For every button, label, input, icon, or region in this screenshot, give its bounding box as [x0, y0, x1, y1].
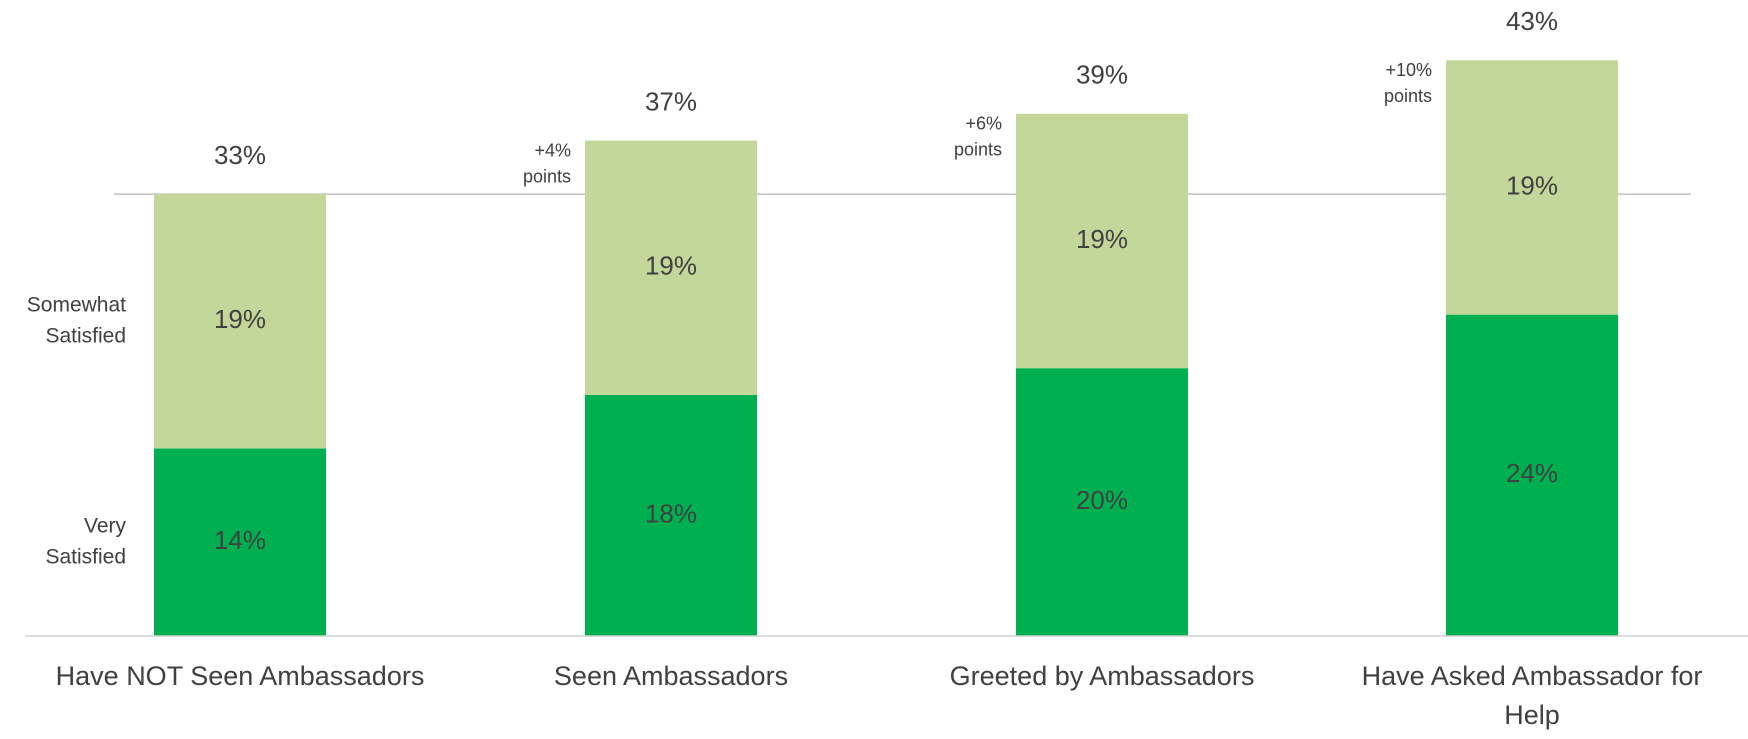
value-label: 19% [1506, 170, 1558, 200]
value-label: 19% [214, 304, 266, 334]
annotation: points [1384, 86, 1432, 106]
value-label: 18% [645, 498, 697, 528]
total-label: 43% [1506, 6, 1558, 36]
x-tick-label: Have Asked Ambassador for Help [1362, 661, 1703, 730]
bar-segment [154, 194, 326, 449]
series-label: Very Satisfied [45, 514, 126, 568]
bar-segment [1016, 368, 1188, 636]
bar-segment [585, 394, 757, 636]
series-label: Somewhat Satisfied [27, 293, 126, 347]
bar-segment [1446, 60, 1618, 315]
bar-segment [154, 448, 326, 636]
x-tick-label: Greeted by Ambassadors [950, 661, 1255, 691]
annotation: +10% [1385, 60, 1432, 80]
total-label: 37% [645, 86, 697, 116]
total-label: 39% [1076, 60, 1128, 90]
total-label: 33% [214, 140, 266, 170]
x-tick-label: Have NOT Seen Ambassadors [56, 661, 425, 691]
value-label: 14% [214, 525, 266, 555]
bar-segment [585, 140, 757, 395]
x-tick-label: Seen Ambassadors [554, 661, 788, 691]
annotation: points [523, 166, 571, 186]
value-label: 24% [1506, 458, 1558, 488]
annotation: +4% [534, 140, 571, 160]
value-label: 19% [1076, 224, 1128, 254]
value-label: 19% [645, 251, 697, 281]
value-label: 20% [1076, 485, 1128, 515]
annotation: +6% [965, 114, 1002, 134]
annotation: points [954, 140, 1002, 160]
bar-segment [1446, 314, 1618, 636]
bar-segment [1016, 113, 1188, 369]
